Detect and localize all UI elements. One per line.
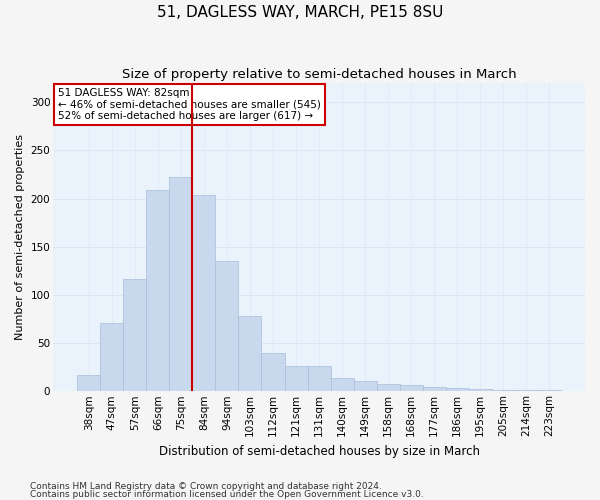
Bar bbox=[515, 390, 538, 392]
Bar bbox=[215, 261, 238, 392]
Bar bbox=[77, 375, 100, 392]
Bar bbox=[492, 390, 515, 392]
Bar bbox=[284, 366, 308, 392]
Bar bbox=[124, 278, 146, 392]
Bar bbox=[538, 390, 561, 392]
Title: Size of property relative to semi-detached houses in March: Size of property relative to semi-detach… bbox=[122, 68, 517, 80]
Bar bbox=[100, 323, 124, 392]
Bar bbox=[146, 190, 169, 392]
Bar bbox=[262, 352, 284, 392]
Bar bbox=[238, 316, 262, 392]
Bar bbox=[422, 388, 446, 392]
Bar bbox=[446, 388, 469, 392]
Bar bbox=[331, 378, 353, 392]
Bar bbox=[193, 195, 215, 392]
Text: Contains public sector information licensed under the Open Government Licence v3: Contains public sector information licen… bbox=[30, 490, 424, 499]
Text: 51, DAGLESS WAY, MARCH, PE15 8SU: 51, DAGLESS WAY, MARCH, PE15 8SU bbox=[157, 5, 443, 20]
Bar bbox=[377, 384, 400, 392]
Text: 51 DAGLESS WAY: 82sqm
← 46% of semi-detached houses are smaller (545)
52% of sem: 51 DAGLESS WAY: 82sqm ← 46% of semi-deta… bbox=[58, 88, 321, 121]
Text: Contains HM Land Registry data © Crown copyright and database right 2024.: Contains HM Land Registry data © Crown c… bbox=[30, 482, 382, 491]
Bar bbox=[400, 384, 422, 392]
X-axis label: Distribution of semi-detached houses by size in March: Distribution of semi-detached houses by … bbox=[158, 444, 479, 458]
Bar bbox=[469, 390, 492, 392]
Bar bbox=[169, 178, 193, 392]
Bar bbox=[308, 366, 331, 392]
Y-axis label: Number of semi-detached properties: Number of semi-detached properties bbox=[15, 134, 25, 340]
Bar bbox=[353, 380, 377, 392]
